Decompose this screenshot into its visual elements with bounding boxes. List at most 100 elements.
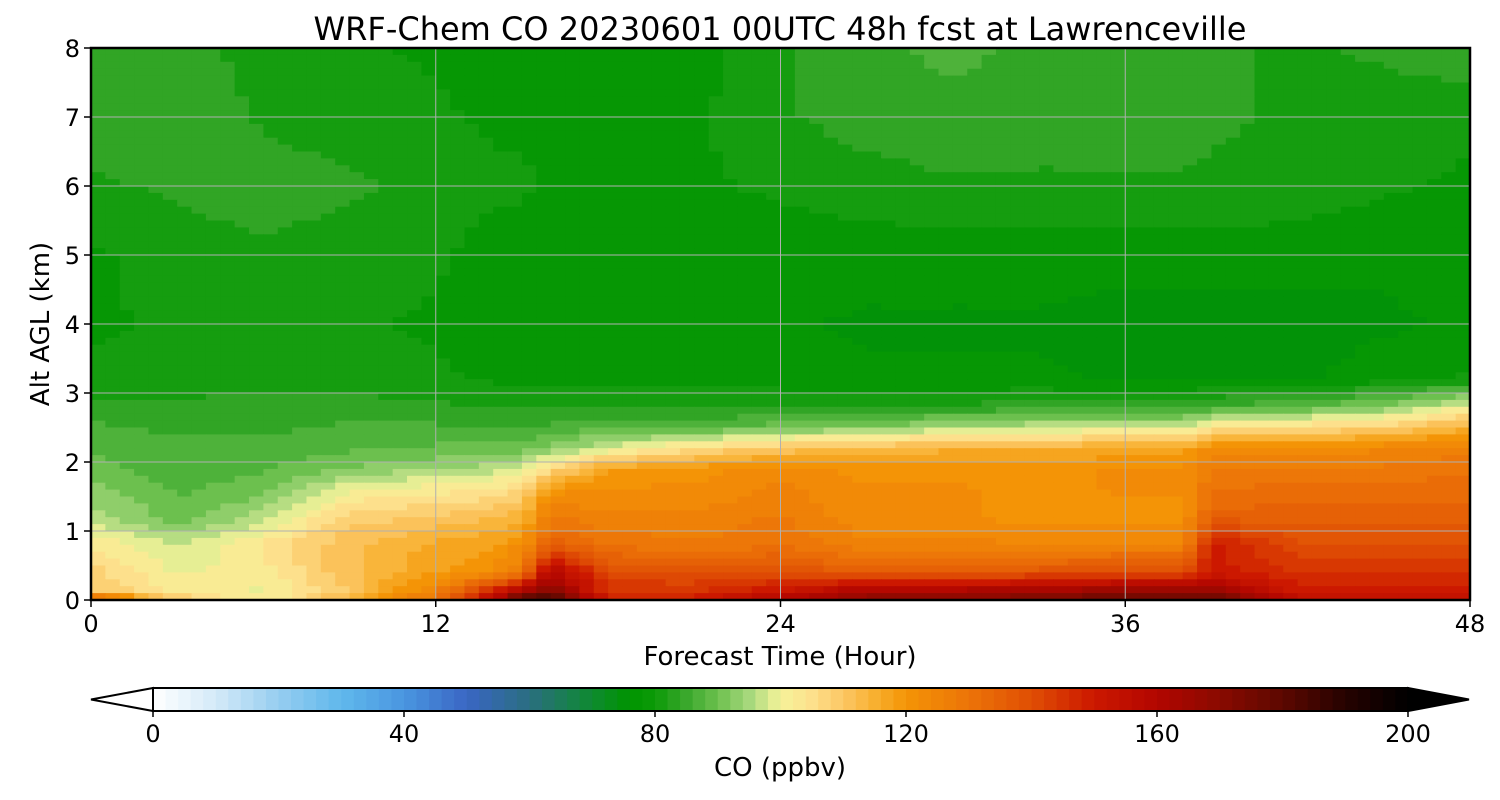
contour-cell — [220, 103, 236, 111]
contour-cell — [1125, 268, 1141, 277]
contour-cell — [1254, 199, 1270, 208]
contour-cell — [1355, 227, 1371, 235]
contour-cell — [909, 151, 925, 159]
contour-cell — [205, 241, 221, 249]
contour-cell — [1326, 351, 1342, 360]
contour-cell — [981, 289, 997, 297]
contour-cell — [895, 82, 911, 90]
contour-cell — [1254, 227, 1270, 235]
contour-cell — [1139, 103, 1155, 111]
contour-cell — [464, 379, 480, 387]
contour-cell — [1010, 310, 1026, 318]
contour-cell — [450, 220, 466, 228]
contour-cell — [320, 261, 336, 270]
contour-cell — [1039, 227, 1055, 235]
contour-cell — [694, 199, 710, 208]
contour-cell — [1254, 255, 1270, 263]
contour-cell — [407, 220, 422, 228]
contour-cell — [1268, 220, 1284, 228]
contour-cell — [651, 399, 667, 408]
contour-cell — [1369, 75, 1385, 84]
contour-cell — [1024, 372, 1040, 380]
contour-cell — [1383, 186, 1399, 194]
contour-cell — [737, 310, 753, 318]
contour-cell — [550, 158, 566, 166]
contour-cell — [1053, 303, 1069, 311]
contour-cell — [938, 89, 954, 97]
contour-cell — [134, 54, 150, 63]
contour-cell — [651, 192, 667, 201]
contour-cell — [205, 296, 221, 304]
contour-cell — [105, 289, 121, 297]
contour-cell — [521, 179, 537, 187]
contour-cell — [1053, 248, 1069, 256]
contour-cell — [780, 248, 796, 256]
contour-cell — [1283, 255, 1299, 263]
contour-cell — [809, 296, 825, 304]
contour-cell — [249, 282, 264, 291]
contour-cell — [148, 89, 164, 97]
contour-cell — [1383, 158, 1399, 166]
contour-cell — [1398, 282, 1414, 291]
contour-cell — [823, 137, 839, 146]
contour-cell — [1211, 310, 1227, 318]
contour-cell — [1096, 123, 1112, 132]
contour-cell — [909, 268, 925, 277]
contour-cell — [1096, 289, 1112, 297]
contour-cell — [320, 179, 336, 187]
contour-cell — [363, 48, 379, 56]
contour-cell — [694, 275, 710, 284]
contour-cell — [881, 248, 897, 256]
contour-cell — [1383, 248, 1399, 256]
contour-cell — [407, 399, 422, 408]
contour-cell — [1082, 337, 1098, 346]
contour-cell — [1297, 186, 1313, 194]
contour-cell — [1412, 261, 1428, 270]
contour-cell — [478, 358, 494, 366]
contour-cell — [1326, 82, 1342, 90]
contour-cell — [1182, 220, 1198, 228]
contour-cell — [694, 117, 710, 125]
contour-cell — [205, 213, 221, 222]
contour-cell — [1297, 296, 1313, 304]
contour-cell — [1283, 365, 1299, 373]
contour-cell — [105, 179, 121, 187]
contour-cell — [1225, 261, 1241, 270]
contour-cell — [306, 337, 322, 346]
contour-cell — [220, 172, 236, 180]
contour-cell — [1297, 337, 1313, 346]
contour-cell — [1426, 317, 1442, 325]
contour-cell — [1197, 206, 1213, 215]
contour-cell — [766, 179, 782, 187]
contour-cell — [608, 206, 624, 215]
contour-cell — [1153, 130, 1169, 139]
contour-cell — [1297, 165, 1313, 173]
contour-cell — [967, 96, 983, 104]
contour-cell — [665, 103, 681, 111]
contour-cell — [895, 75, 911, 84]
contour-cell — [665, 144, 681, 153]
contour-cell — [1024, 75, 1040, 84]
contour-cell — [895, 234, 911, 242]
contour-cell — [1240, 282, 1256, 291]
contour-cell — [148, 248, 164, 256]
contour-cell — [708, 310, 724, 318]
contour-cell — [550, 351, 566, 360]
contour-cell — [1211, 248, 1227, 256]
contour-cell — [708, 386, 724, 394]
contour-cell — [162, 227, 178, 235]
contour-cell — [708, 206, 724, 215]
contour-cell — [1283, 379, 1299, 387]
contour-cell — [234, 68, 250, 77]
contour-cell — [708, 117, 724, 125]
contour-cell — [737, 227, 753, 235]
contour-cell — [1197, 337, 1213, 346]
contour-cell — [407, 117, 422, 125]
contour-cell — [292, 351, 308, 360]
contour-cell — [1182, 96, 1198, 104]
contour-cell — [622, 296, 638, 304]
contour-cell — [665, 165, 681, 173]
contour-cell — [507, 192, 523, 201]
contour-cell — [1398, 213, 1414, 222]
contour-cell — [119, 75, 135, 84]
